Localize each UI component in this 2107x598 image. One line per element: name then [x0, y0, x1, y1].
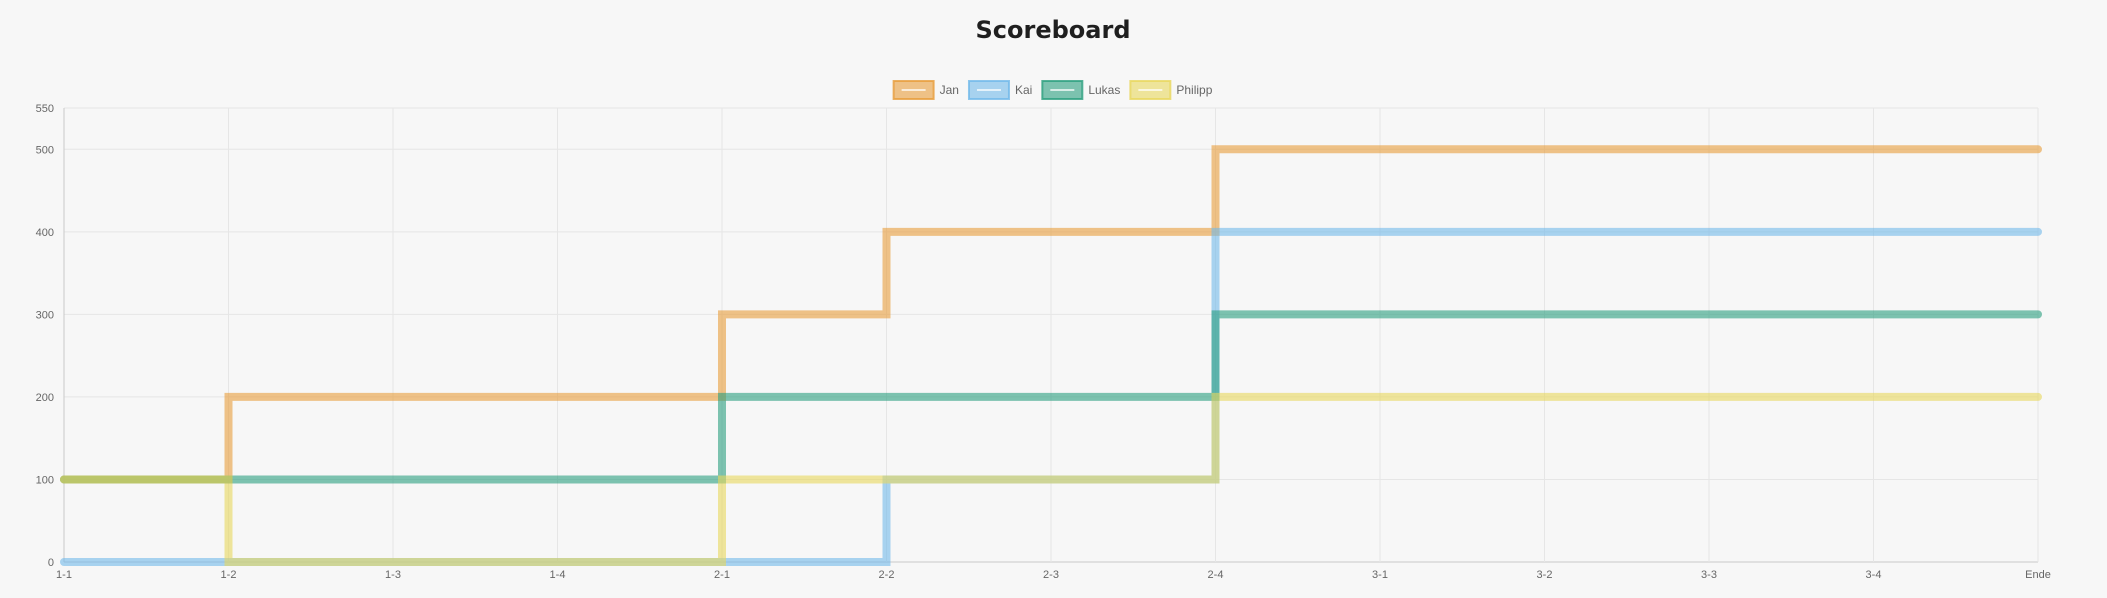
x-tick-label: 3-3 — [1701, 569, 1717, 581]
y-tick-label: 0 — [48, 557, 54, 569]
legend-label: Philipp — [1176, 83, 1212, 97]
legend-label: Lukas — [1088, 83, 1120, 97]
legend-label: Kai — [1015, 83, 1032, 97]
x-tick-label: Ende — [2025, 569, 2051, 581]
x-tick-label: 2-3 — [1043, 569, 1059, 581]
legend[interactable]: Jan Kai Lukas Philipp — [892, 80, 1213, 100]
chart-title: Scoreboard — [976, 16, 1131, 44]
series-layer — [60, 145, 2042, 566]
x-tick-label: 1-1 — [56, 569, 72, 581]
y-tick-label: 550 — [36, 103, 54, 115]
y-tick-label: 100 — [36, 474, 54, 486]
x-tick-label: 2-2 — [879, 569, 895, 581]
legend-item-kai[interactable]: Kai — [967, 80, 1032, 100]
grid-layer — [63, 107, 2039, 563]
x-tick-label: 3-2 — [1537, 569, 1553, 581]
y-tick-label: 500 — [36, 144, 54, 156]
y-tick-label: 400 — [36, 227, 54, 239]
legend-item-jan[interactable]: Jan — [892, 80, 959, 100]
x-tick-label: 3-4 — [1866, 569, 1882, 581]
x-tick-label: 1-2 — [221, 569, 237, 581]
axis-layer: 0 100 200 300 400 500 550 1-1 1-2 1-3 1-4 2-1 2-2 2-3… — [36, 103, 2051, 581]
x-tick-label: 3-1 — [1372, 569, 1388, 581]
series-line-jan — [60, 145, 2042, 484]
y-tick-label: 200 — [36, 392, 54, 404]
x-tick-label: 2-4 — [1208, 569, 1224, 581]
series-line-philipp — [60, 392, 2042, 566]
y-tick-label: 300 — [36, 309, 54, 321]
x-tick-label: 2-1 — [714, 569, 730, 581]
x-tick-label: 1-4 — [550, 569, 566, 581]
series-line-lukas — [60, 310, 2042, 484]
legend-item-philipp[interactable]: Philipp — [1129, 80, 1213, 100]
x-tick-label: 1-3 — [385, 569, 401, 581]
legend-label: Jan — [940, 83, 959, 97]
legend-item-lukas[interactable]: Lukas — [1041, 80, 1120, 100]
